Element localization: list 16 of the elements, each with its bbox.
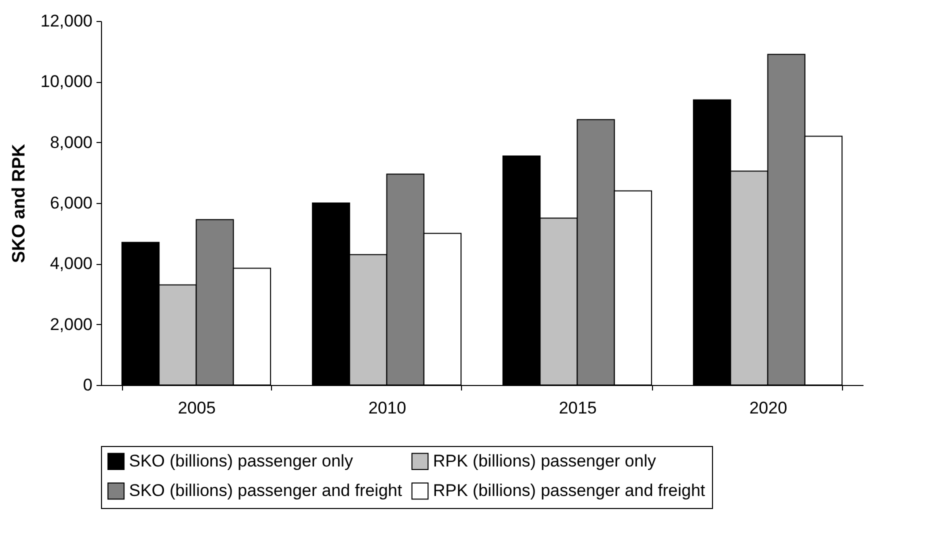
x-tick-label: 2020 xyxy=(749,398,788,418)
y-tick-label: 8,000 xyxy=(50,132,92,152)
y-tick-label: 10,000 xyxy=(40,72,92,92)
legend-label: RPK (billions) passenger only xyxy=(433,451,656,470)
legend-label: RPK (billions) passenger and freight xyxy=(433,481,706,500)
y-tick-label: 4,000 xyxy=(50,254,92,274)
legend-label: SKO (billions) passenger only xyxy=(129,451,354,470)
y-tick-label: 0 xyxy=(83,376,92,394)
legend-label: SKO (billions) passenger and freight xyxy=(129,481,402,500)
y-tick-label: 6,000 xyxy=(50,194,92,212)
x-tick-label: 2005 xyxy=(178,398,216,418)
y-tick-label: 12,000 xyxy=(40,12,92,30)
y-axis-title: SKO and RPK xyxy=(8,144,29,264)
x-tick-label: 2015 xyxy=(558,398,597,418)
x-tick-label: 2010 xyxy=(368,398,406,418)
y-tick-label: 2,000 xyxy=(50,314,92,334)
